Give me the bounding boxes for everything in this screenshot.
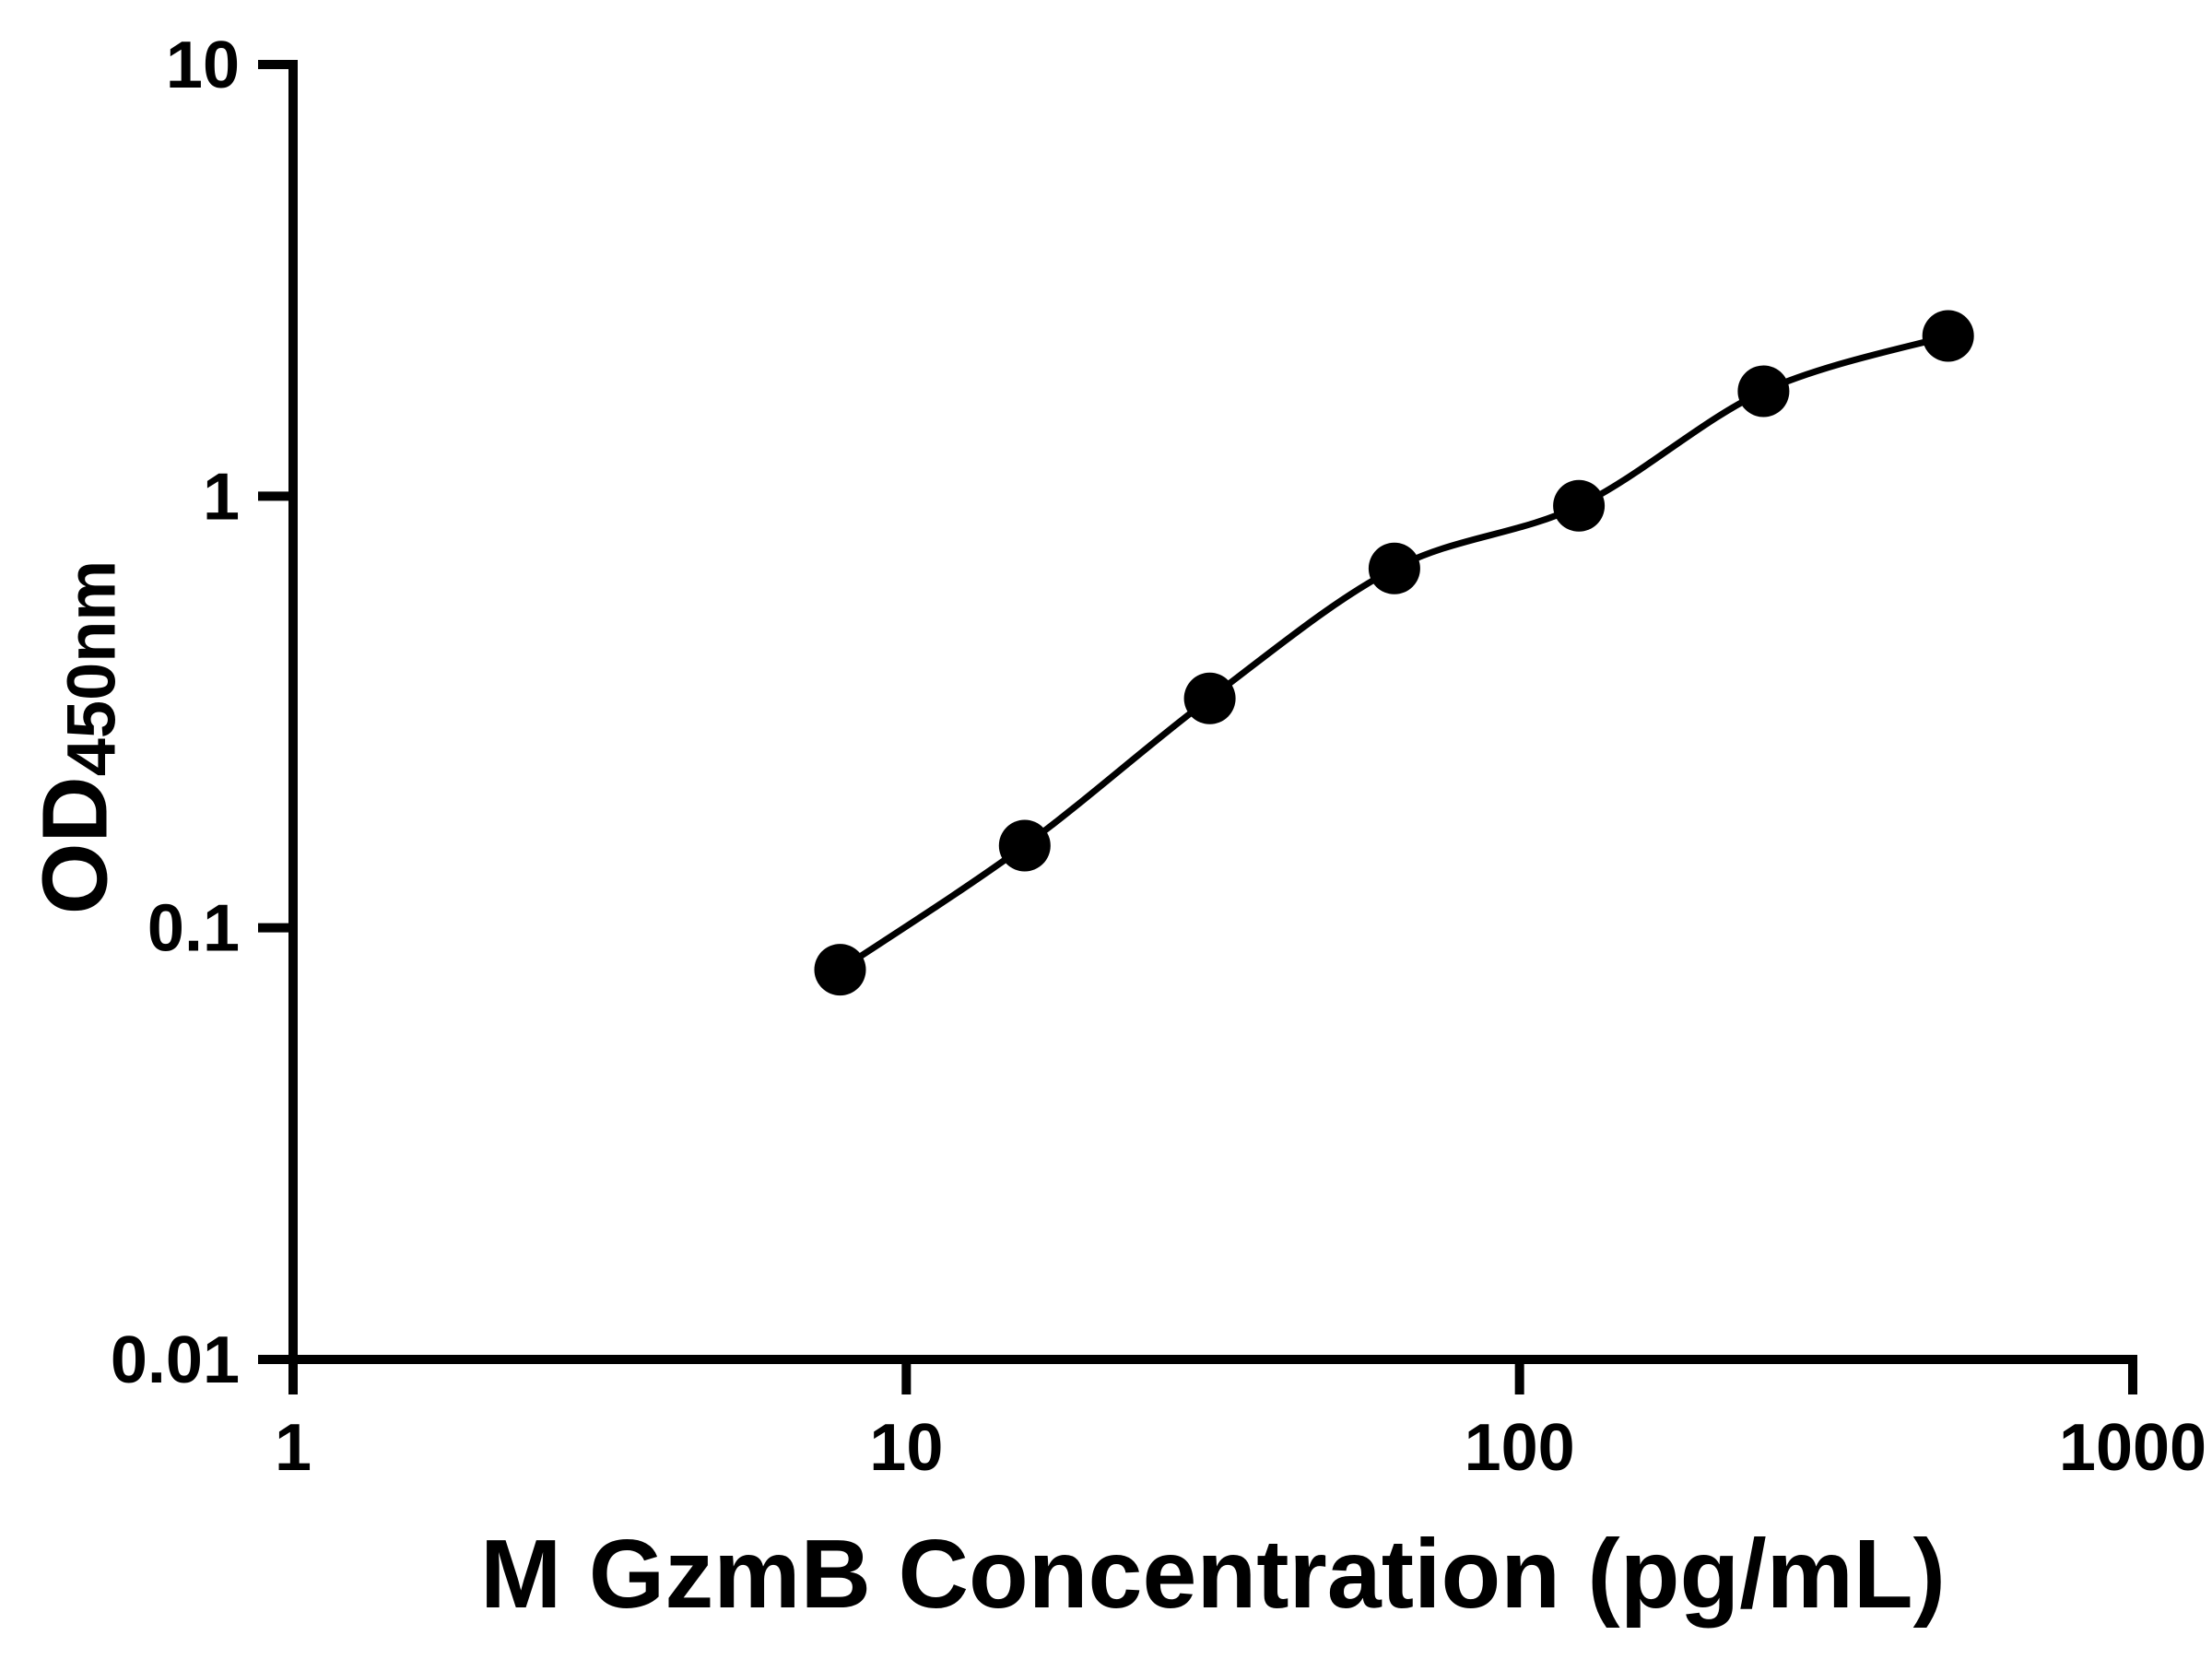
y-tick-label: 0.1 <box>147 892 240 966</box>
y-tick-label: 1 <box>203 460 240 534</box>
data-point <box>814 944 866 996</box>
data-point <box>1183 672 1236 724</box>
x-tick-label: 1000 <box>2059 1411 2206 1485</box>
x-tick-label: 1 <box>275 1411 312 1485</box>
x-tick-label: 10 <box>869 1411 943 1485</box>
data-point <box>1553 479 1606 532</box>
fit-curve <box>838 333 1949 973</box>
y-tick-label: 10 <box>166 29 240 102</box>
x-tick-label: 100 <box>1465 1411 1575 1485</box>
y-axis-title: OD450nm <box>23 559 130 915</box>
y-axis-title-base: OD <box>23 776 127 915</box>
data-point <box>1922 310 1974 362</box>
data-point <box>1737 365 1790 418</box>
x-axis-title: M GzmB Concentration (pg/mL) <box>480 1520 1946 1629</box>
y-axis-title-subscript: 450nm <box>53 559 130 777</box>
y-tick-label: 0.01 <box>111 1324 240 1397</box>
data-point <box>1368 542 1420 594</box>
data-point <box>998 819 1051 872</box>
